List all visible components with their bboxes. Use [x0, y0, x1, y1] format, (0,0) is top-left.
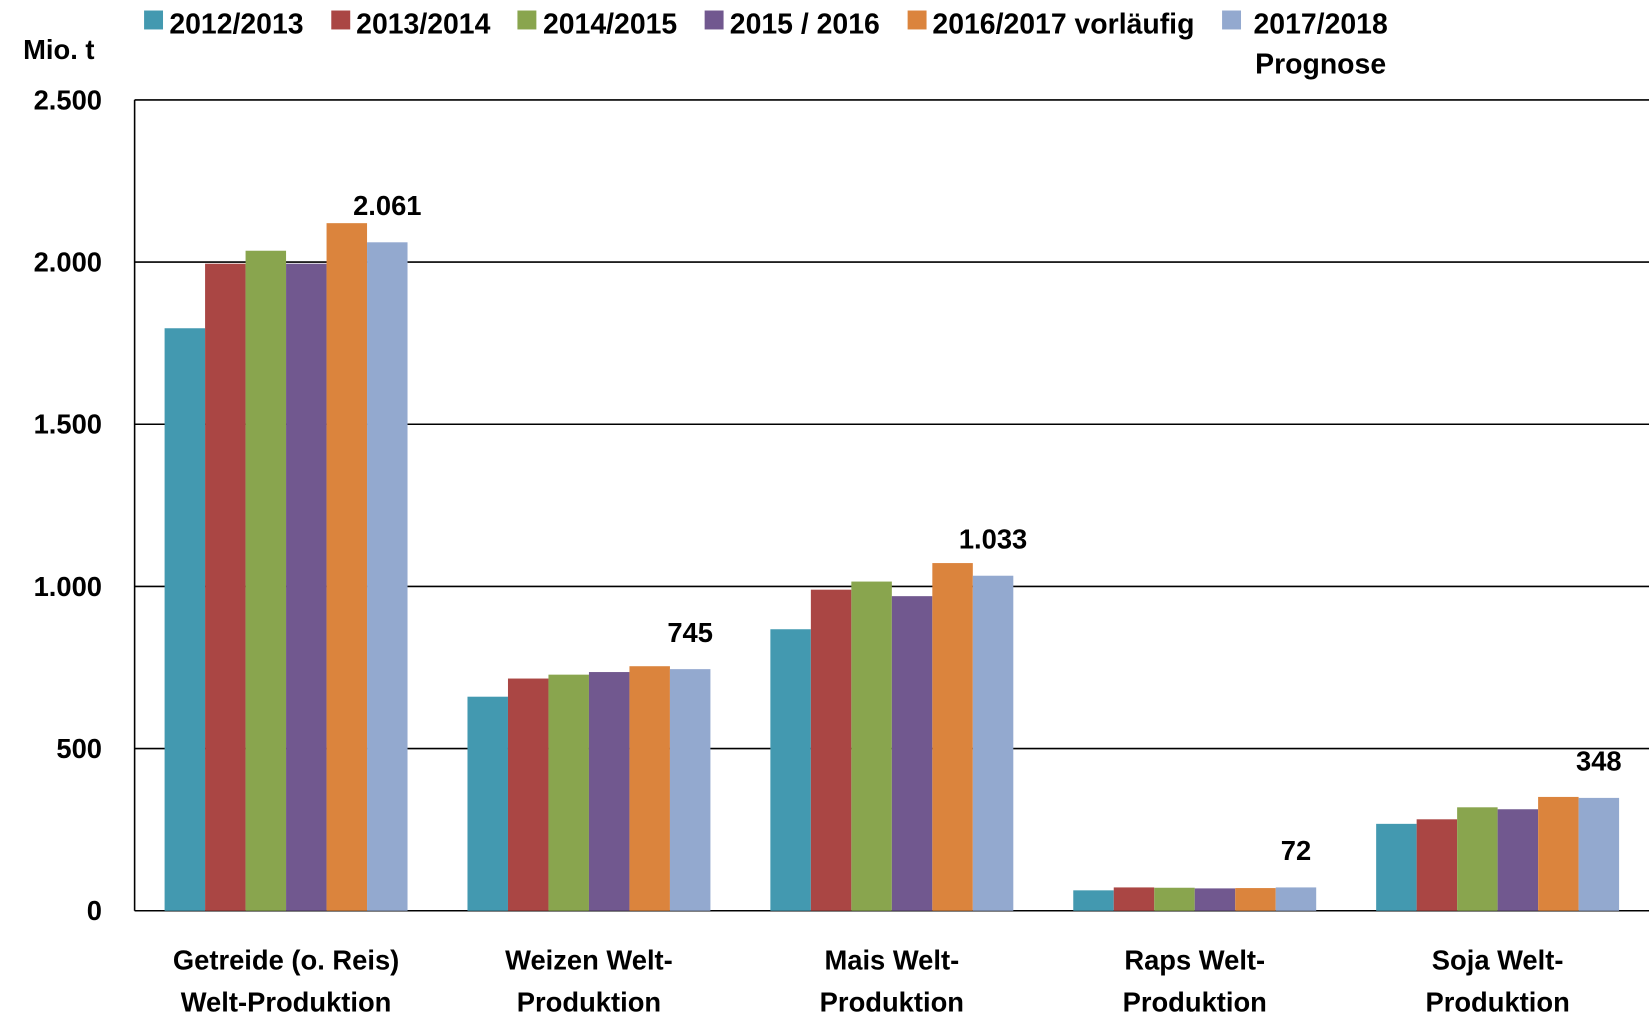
legend-swatch: [1221, 10, 1241, 30]
data-label: 745: [667, 617, 713, 648]
x-tick-label: Getreide (o. Reis) Welt-Produktion: [135, 939, 438, 1019]
bar: [972, 575, 1014, 911]
data-label: 72: [1281, 835, 1311, 866]
x-tick-label-line: Weizen Welt-: [505, 944, 673, 976]
legend-item: 2016/2017 vorläufig: [907, 4, 1194, 84]
legend-label: 2015 / 2016: [729, 8, 880, 40]
bar: [1538, 796, 1579, 911]
data-label: 1.033: [959, 523, 1027, 554]
y-tick-label: 0: [87, 895, 102, 926]
bar: [326, 223, 368, 911]
data-label: 348: [1576, 746, 1622, 777]
bar: [245, 250, 287, 911]
bar: [1194, 888, 1236, 911]
bar: [810, 589, 852, 911]
bar: [891, 596, 933, 911]
bar: [164, 328, 206, 911]
legend-item: 2012/2013: [144, 4, 304, 84]
legend-label: 2012/2013: [169, 8, 304, 40]
bar: [1073, 890, 1114, 911]
y-tick-label: 1.500: [34, 409, 102, 440]
bar: [1416, 819, 1458, 911]
bar: [507, 678, 549, 911]
bar: [467, 696, 508, 911]
legend-swatch: [144, 10, 164, 30]
legend-swatch: [907, 10, 927, 30]
x-tick-label: Mais Welt- Produktion: [740, 939, 1043, 1019]
x-tick-label-line: Raps Welt-: [1124, 944, 1266, 976]
legend-item: 2014/2015: [517, 4, 678, 84]
legend-label: 2014/2015: [542, 8, 678, 40]
bar: [1235, 888, 1276, 911]
legend-label: 2016/2017 vorläufig: [932, 8, 1195, 40]
bar: [588, 672, 630, 911]
bar: [669, 669, 711, 911]
x-tick-label-line: Produktion: [819, 986, 964, 1019]
bar: [1113, 887, 1155, 911]
legend: 2012/2013 2013/2014 2014/2015 2015 / 2016 20…: [144, 4, 1394, 84]
bar: [851, 581, 892, 911]
bar: [548, 674, 589, 911]
x-tick-label-line: Getreide (o. Reis): [172, 944, 400, 976]
bar: [770, 629, 811, 911]
x-tick-label-line: Produktion: [516, 986, 662, 1019]
bar: [932, 563, 973, 911]
legend-label: 2017/2018 Prognose: [1253, 8, 1388, 80]
legend-swatch: [704, 10, 724, 30]
legend-swatch: [517, 10, 537, 30]
data-label: 2.061: [353, 190, 421, 221]
legend-item: 2015 / 2016: [704, 4, 880, 84]
x-tick-label-line: Soja Welt-: [1431, 944, 1564, 976]
bar: [286, 263, 327, 911]
bar: [367, 242, 408, 911]
y-tick-label: 1.000: [34, 571, 102, 602]
bar: [629, 666, 670, 911]
legend-swatch: [330, 10, 350, 30]
legend-item: 2017/2018 Prognose: [1221, 4, 1394, 84]
x-tick-label-line: Welt-Produktion: [180, 986, 392, 1019]
y-tick-label: 500: [56, 733, 102, 764]
bar: [1275, 887, 1317, 911]
bar: [1457, 807, 1498, 911]
x-tick-label: Soja Welt- Produktion: [1346, 939, 1649, 1019]
legend-item: 2013/2014: [330, 4, 491, 84]
bar: [205, 263, 246, 911]
bar: [1376, 823, 1417, 911]
y-axis-label: Mio. t: [23, 33, 95, 66]
x-tick-label-line: Produktion: [1122, 986, 1267, 1019]
legend-label: 2013/2014: [356, 8, 491, 40]
x-tick-label-line: Mais Welt-: [824, 944, 960, 976]
bar: [1578, 797, 1620, 911]
x-tick-label: Weizen Welt- Produktion: [438, 939, 741, 1019]
x-tick-label-line: Produktion: [1425, 986, 1570, 1019]
y-tick-label: 2.500: [34, 84, 102, 115]
bar: [1154, 887, 1195, 911]
bar: [1497, 809, 1539, 911]
y-tick-label: 2.000: [34, 247, 102, 278]
x-tick-label: Raps Welt- Produktion: [1043, 939, 1346, 1019]
